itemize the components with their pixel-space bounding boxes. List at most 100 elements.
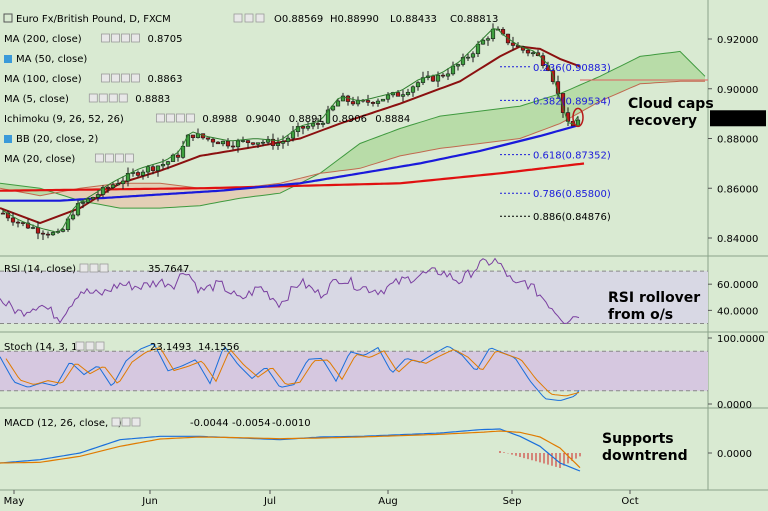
candle-body[interactable] bbox=[210, 138, 216, 143]
ma20-toggle-icon[interactable] bbox=[95, 153, 104, 163]
candle-body[interactable] bbox=[395, 92, 401, 97]
candle-body[interactable] bbox=[220, 140, 226, 145]
candle-body[interactable] bbox=[380, 98, 386, 102]
candle-body[interactable] bbox=[440, 74, 446, 77]
candle-body[interactable] bbox=[310, 123, 316, 127]
macd-toggle-icon[interactable] bbox=[111, 417, 121, 427]
candle-body[interactable] bbox=[205, 137, 211, 140]
rsi-toggle-icon[interactable] bbox=[79, 263, 89, 273]
candle-body[interactable] bbox=[165, 161, 171, 165]
candle-body[interactable] bbox=[430, 75, 436, 82]
candle-body[interactable] bbox=[370, 102, 376, 104]
candle-body[interactable] bbox=[255, 142, 261, 145]
candle-body[interactable] bbox=[90, 197, 96, 200]
candle-body[interactable] bbox=[460, 57, 466, 65]
ma200-toggle-icon[interactable] bbox=[131, 33, 140, 43]
candle-body[interactable] bbox=[35, 227, 41, 234]
stoch-toggle-icon[interactable] bbox=[85, 341, 95, 351]
candle-body[interactable] bbox=[280, 141, 286, 144]
ma100-toggle-icon[interactable] bbox=[131, 73, 140, 83]
candle-body[interactable] bbox=[20, 222, 26, 224]
candle-body[interactable] bbox=[335, 100, 341, 107]
candle-body[interactable] bbox=[15, 221, 21, 224]
candle-body[interactable] bbox=[435, 74, 441, 82]
ma200-toggle-icon[interactable] bbox=[121, 33, 130, 43]
candle-body[interactable] bbox=[10, 217, 16, 223]
candle-body[interactable] bbox=[375, 100, 381, 104]
candle-body[interactable] bbox=[215, 141, 221, 145]
candle-body[interactable] bbox=[80, 202, 86, 204]
candle-body[interactable] bbox=[45, 233, 51, 236]
candle-body[interactable] bbox=[100, 187, 106, 195]
header-tool-icon[interactable] bbox=[233, 13, 243, 23]
candle-body[interactable] bbox=[240, 140, 246, 142]
candle-body[interactable] bbox=[490, 28, 496, 39]
ma5-toggle-icon[interactable] bbox=[98, 93, 108, 103]
candle-body[interactable] bbox=[455, 64, 461, 67]
collapse-icon[interactable] bbox=[3, 13, 13, 23]
candle-body[interactable] bbox=[95, 194, 101, 198]
candle-body[interactable] bbox=[405, 91, 411, 95]
candle-body[interactable] bbox=[230, 145, 236, 148]
candle-body[interactable] bbox=[235, 140, 241, 148]
candle-body[interactable] bbox=[250, 142, 256, 145]
candle-body[interactable] bbox=[340, 95, 346, 102]
ma50-visible-icon[interactable] bbox=[4, 55, 12, 63]
ma100-toggle-icon[interactable] bbox=[121, 73, 130, 83]
candle-body[interactable] bbox=[225, 140, 231, 147]
ma20-toggle-icon[interactable] bbox=[125, 153, 134, 163]
candle-body[interactable] bbox=[385, 94, 391, 100]
price-panel[interactable] bbox=[0, 0, 708, 256]
candle-body[interactable] bbox=[485, 38, 491, 41]
rsi-toggle-icon[interactable] bbox=[89, 263, 99, 273]
candle-body[interactable] bbox=[510, 42, 516, 46]
ichimoku-toggle-icon[interactable] bbox=[185, 113, 195, 123]
candle-body[interactable] bbox=[140, 171, 146, 176]
candle-body[interactable] bbox=[445, 73, 451, 77]
candle-body[interactable] bbox=[50, 232, 56, 236]
candle-body[interactable] bbox=[330, 105, 336, 111]
candle-body[interactable] bbox=[530, 52, 536, 55]
candle-body[interactable] bbox=[315, 123, 321, 125]
candle-body[interactable] bbox=[125, 173, 131, 182]
candle-body[interactable] bbox=[0, 212, 6, 215]
ma100-toggle-icon[interactable] bbox=[101, 73, 110, 83]
candle-body[interactable] bbox=[190, 134, 196, 138]
candle-body[interactable] bbox=[70, 214, 76, 220]
macd-toggle-icon[interactable] bbox=[131, 417, 141, 427]
stoch-toggle-icon[interactable] bbox=[75, 341, 85, 351]
candle-body[interactable] bbox=[110, 184, 116, 188]
candle-body[interactable] bbox=[40, 232, 46, 235]
candle-body[interactable] bbox=[25, 222, 31, 229]
candle-body[interactable] bbox=[475, 43, 481, 55]
candle-body[interactable] bbox=[175, 154, 181, 158]
candle-body[interactable] bbox=[150, 166, 156, 171]
candle-body[interactable] bbox=[145, 166, 151, 173]
ichimoku-toggle-icon[interactable] bbox=[165, 113, 175, 123]
candle-body[interactable] bbox=[275, 142, 281, 146]
candle-body[interactable] bbox=[325, 109, 331, 124]
ichimoku-toggle-icon[interactable] bbox=[155, 113, 165, 123]
candle-body[interactable] bbox=[400, 94, 406, 97]
ma5-toggle-icon[interactable] bbox=[118, 93, 128, 103]
header-tool-icon[interactable] bbox=[244, 13, 254, 23]
candle-body[interactable] bbox=[120, 180, 126, 185]
candle-body[interactable] bbox=[135, 172, 141, 176]
candle-body[interactable] bbox=[465, 56, 471, 59]
candle-body[interactable] bbox=[470, 53, 476, 58]
candle-body[interactable] bbox=[410, 86, 416, 93]
candle-body[interactable] bbox=[245, 140, 251, 144]
candle-body[interactable] bbox=[575, 119, 581, 127]
candle-body[interactable] bbox=[525, 49, 531, 54]
ma200-toggle-icon[interactable] bbox=[111, 33, 120, 43]
ma100-toggle-icon[interactable] bbox=[111, 73, 120, 83]
candle-body[interactable] bbox=[355, 99, 361, 105]
ma20-toggle-icon[interactable] bbox=[105, 153, 114, 163]
candle-body[interactable] bbox=[60, 229, 66, 232]
candle-body[interactable] bbox=[480, 39, 486, 45]
candle-body[interactable] bbox=[115, 183, 121, 186]
candle-body[interactable] bbox=[270, 138, 276, 146]
bb-visible-icon[interactable] bbox=[4, 135, 12, 143]
ma200-toggle-icon[interactable] bbox=[101, 33, 110, 43]
candle-body[interactable] bbox=[350, 101, 356, 105]
